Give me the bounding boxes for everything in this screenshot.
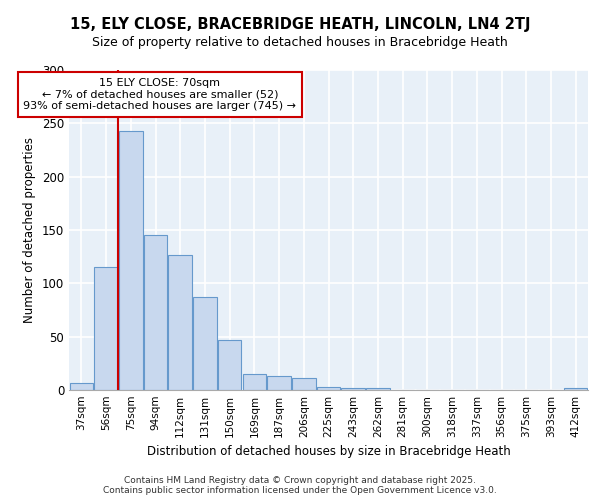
Bar xyxy=(94,268,118,390)
Text: 15, ELY CLOSE, BRACEBRIDGE HEATH, LINCOLN, LN4 2TJ: 15, ELY CLOSE, BRACEBRIDGE HEATH, LINCOL… xyxy=(70,18,530,32)
Bar xyxy=(341,388,365,390)
Text: Size of property relative to detached houses in Bracebridge Heath: Size of property relative to detached ho… xyxy=(92,36,508,49)
Bar xyxy=(366,388,389,390)
Bar xyxy=(169,254,192,390)
Bar xyxy=(144,236,167,390)
Bar xyxy=(218,340,241,390)
Bar xyxy=(242,374,266,390)
Y-axis label: Number of detached properties: Number of detached properties xyxy=(23,137,37,323)
Bar xyxy=(317,387,340,390)
Bar xyxy=(193,297,217,390)
Bar xyxy=(564,388,587,390)
Text: 15 ELY CLOSE: 70sqm
← 7% of detached houses are smaller (52)
93% of semi-detache: 15 ELY CLOSE: 70sqm ← 7% of detached hou… xyxy=(23,78,296,111)
Bar xyxy=(119,131,143,390)
Bar xyxy=(292,378,316,390)
Text: Contains HM Land Registry data © Crown copyright and database right 2025.
Contai: Contains HM Land Registry data © Crown c… xyxy=(103,476,497,495)
X-axis label: Distribution of detached houses by size in Bracebridge Heath: Distribution of detached houses by size … xyxy=(146,446,511,458)
Bar xyxy=(70,382,93,390)
Bar xyxy=(268,376,291,390)
